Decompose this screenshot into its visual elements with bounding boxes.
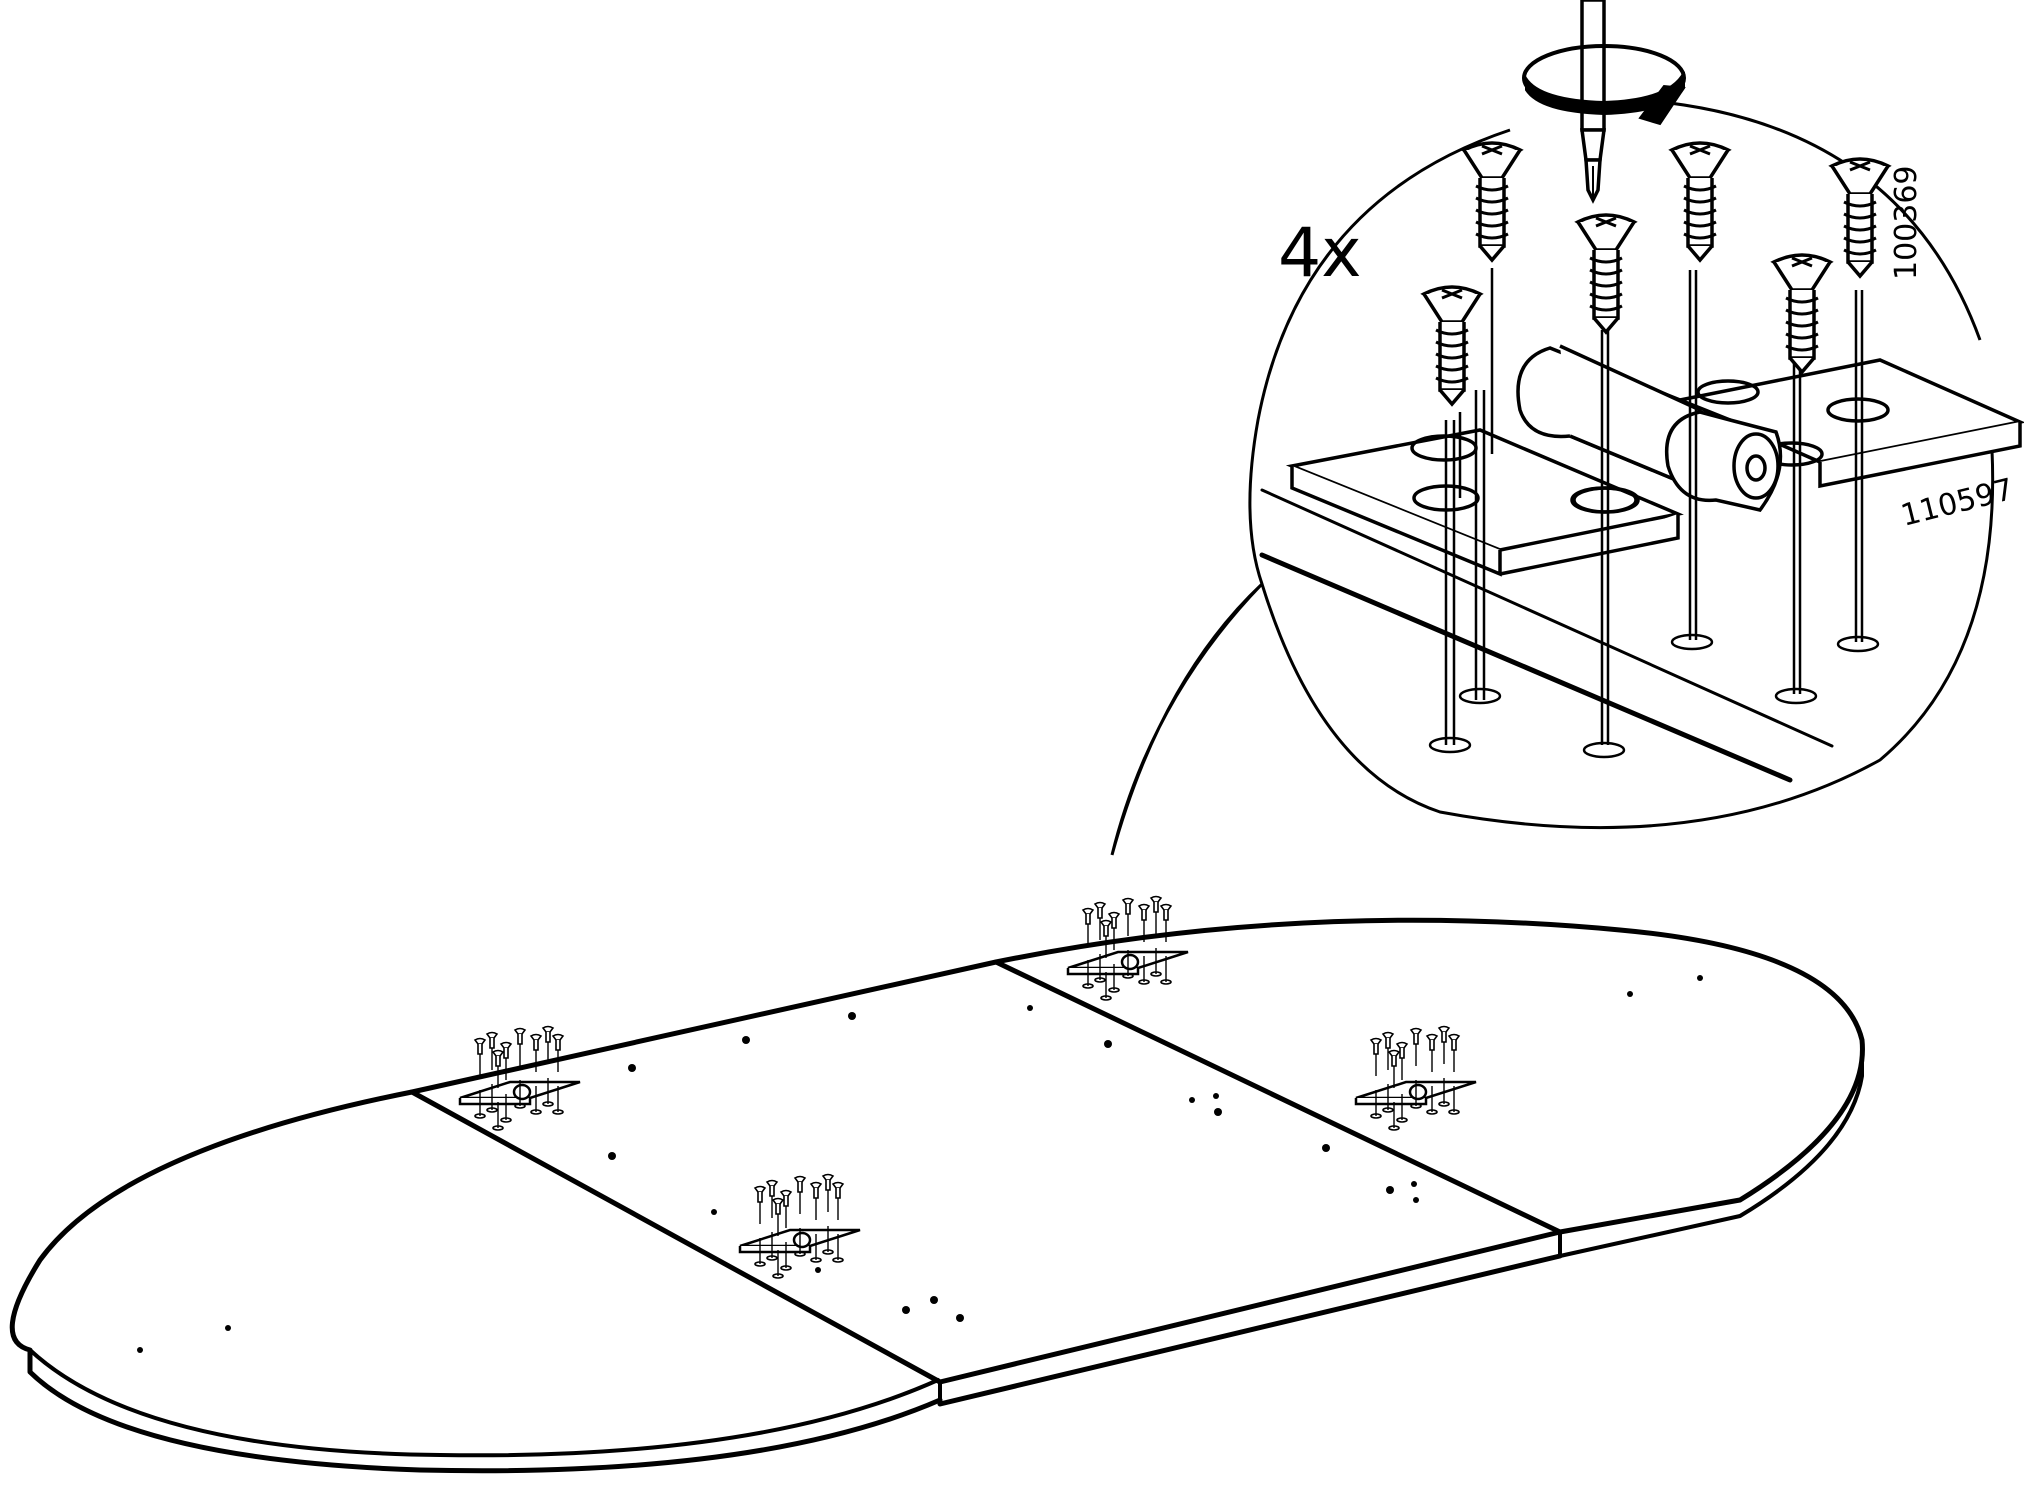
hinge-bracket-center-back (1068, 897, 1188, 1001)
detail-table-edge (1259, 488, 1834, 783)
part-number-screw: 100369 (1889, 165, 1924, 280)
table-back-edge (409, 917, 1865, 1235)
screw-2 (1422, 285, 1482, 406)
detail-bracket-right (1674, 358, 2024, 489)
screw-3 (1576, 213, 1636, 334)
quantity-label: 4x (1278, 214, 1362, 293)
seam-1 (409, 1089, 943, 1385)
hinge-bracket-center-front (740, 1175, 860, 1279)
clockwise-arrow-icon (1522, 44, 1686, 126)
detail-screws (1422, 141, 1890, 406)
seam-2 (993, 959, 1563, 1235)
part-number-bracket: 110597 (1897, 472, 2017, 534)
hinge-bracket-right (1356, 1027, 1476, 1131)
screw-4 (1670, 141, 1730, 262)
screw-6 (1830, 157, 1890, 278)
screwdriver-icon (1580, 0, 1606, 204)
screw-5 (1772, 253, 1832, 374)
table-top (9, 917, 1865, 1474)
overview-hinge-brackets (460, 897, 1476, 1279)
screw-guides (1428, 268, 1880, 759)
screw-1 (1462, 141, 1522, 262)
table-left-end (9, 1089, 943, 1474)
pre-drilled-holes (137, 975, 1703, 1353)
